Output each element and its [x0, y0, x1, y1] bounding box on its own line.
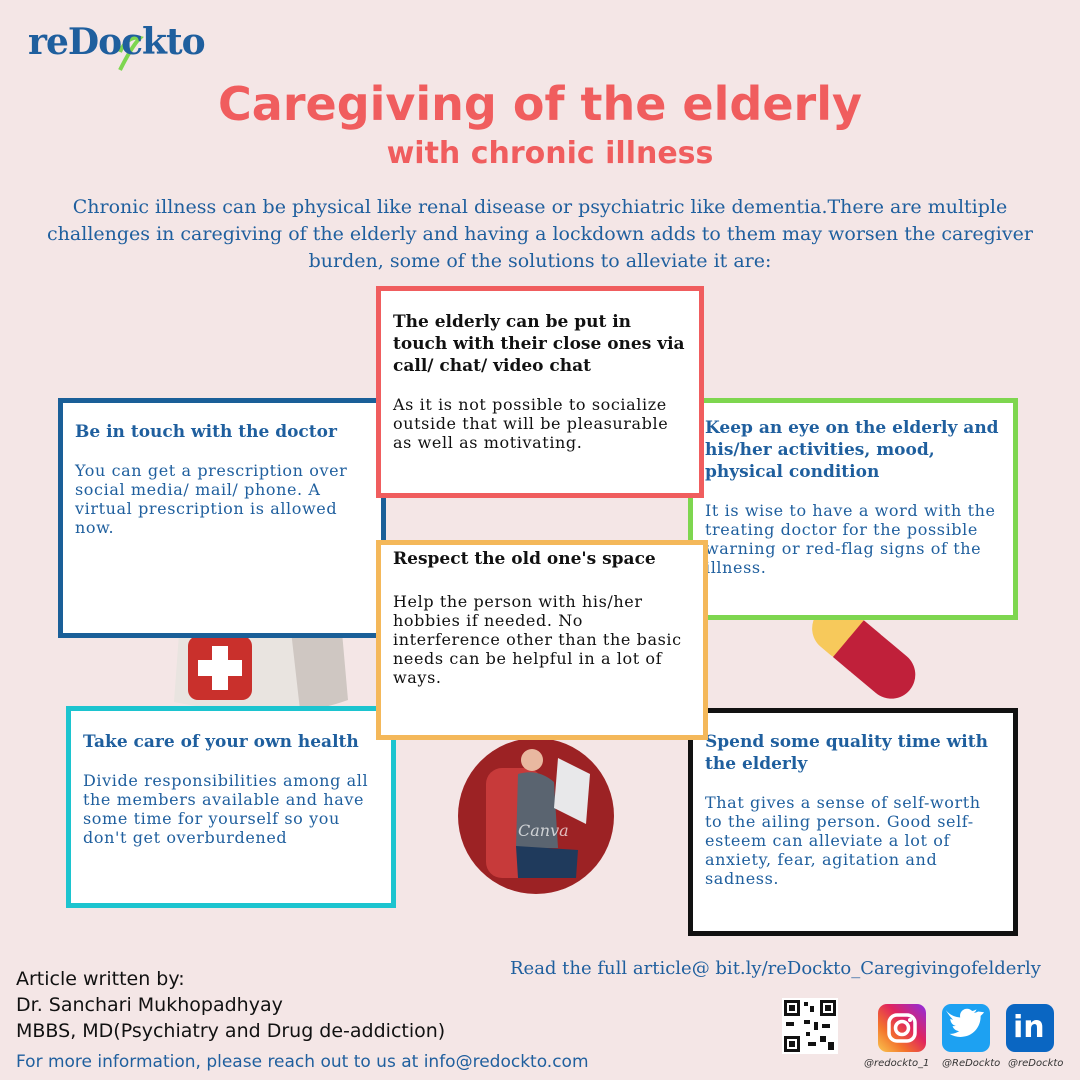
card-contact-heading: The elderly can be put in touch with the… [393, 312, 685, 376]
read-more-link[interactable]: Read the full article@ bit.ly/reDockto_C… [510, 958, 1041, 979]
logo-ribbon-icon [118, 35, 144, 71]
card-space-heading: Respect the old one's space [393, 549, 656, 569]
card-contact-body: As it is not possible to socialize outsi… [393, 395, 669, 452]
author-degree: MBBS, MD(Psychiatry and Drug de-addictio… [16, 1020, 446, 1042]
card-quality-time-body: That gives a sense of self-worth to the … [705, 793, 981, 888]
contact-info[interactable]: For more information, please reach out t… [16, 1052, 589, 1072]
card-watch: Keep an eye on the elderly and his/her a… [688, 398, 1018, 620]
twitter-handle: @ReDockto [942, 1058, 1001, 1069]
instagram-icon[interactable] [878, 1004, 926, 1052]
card-self-care-body: Divide responsibilities among all the me… [83, 771, 369, 847]
page-subtitle: with chronic illness [386, 136, 714, 171]
card-space-body: Help the person with his/her hobbies if … [393, 592, 682, 687]
brand-logo[interactable]: reDockto [28, 14, 228, 74]
card-quality-time: Spend some quality time with the elderly… [688, 708, 1018, 936]
card-self-care: Take care of your own health Divide resp… [66, 706, 396, 908]
instagram-glyph-icon [887, 1013, 917, 1043]
card-space: Respect the old one's space Help the per… [376, 540, 708, 740]
canva-watermark: Canva [518, 821, 569, 840]
card-self-care-heading: Take care of your own health [83, 732, 359, 752]
linkedin-glyph-icon: in [1013, 1010, 1045, 1045]
twitter-bird-icon [945, 1008, 985, 1037]
qr-code-icon[interactable] [782, 998, 838, 1054]
card-contact: The elderly can be put in touch with the… [376, 286, 704, 498]
card-doctor-body: You can get a prescription over social m… [75, 461, 348, 537]
linkedin-handle: @reDockto [1008, 1058, 1064, 1069]
card-watch-heading: Keep an eye on the elderly and his/her a… [705, 418, 999, 482]
card-doctor: Be in touch with the doctor You can get … [58, 398, 386, 638]
author-label: Article written by: [16, 968, 185, 990]
instagram-handle: @redockto_1 [864, 1058, 930, 1069]
page-title: Caregiving of the elderly [218, 77, 862, 131]
twitter-icon[interactable] [942, 1004, 990, 1052]
card-watch-body: It is wise to have a word with the treat… [705, 501, 996, 577]
author-name: Dr. Sanchari Mukhopadhyay [16, 994, 283, 1016]
logo-text: reDockto [28, 21, 206, 63]
linkedin-icon[interactable]: in [1006, 1004, 1054, 1052]
elderly-reading-icon: Canva [458, 738, 614, 894]
card-doctor-heading: Be in touch with the doctor [75, 422, 337, 442]
card-quality-time-heading: Spend some quality time with the elderly [705, 732, 988, 774]
intro-text: Chronic illness can be physical like ren… [47, 196, 1033, 272]
